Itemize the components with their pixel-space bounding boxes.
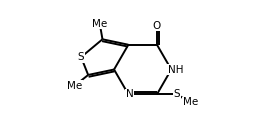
Text: N: N xyxy=(126,89,134,99)
Text: Me: Me xyxy=(183,97,198,107)
Text: Me: Me xyxy=(92,19,107,29)
Text: O: O xyxy=(153,21,161,31)
Text: Me: Me xyxy=(67,81,82,91)
Text: NH: NH xyxy=(168,64,183,75)
Text: S: S xyxy=(173,89,180,99)
Text: S: S xyxy=(78,52,84,62)
